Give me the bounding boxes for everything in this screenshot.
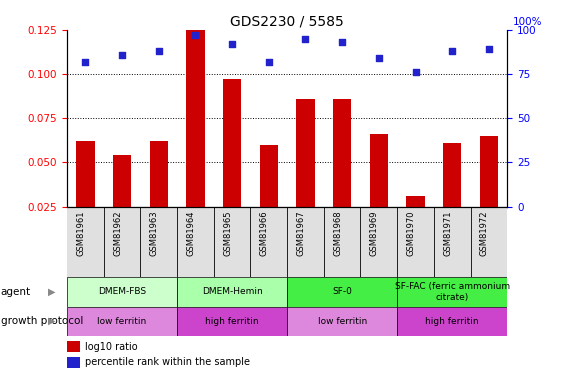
Bar [67,306,177,336]
Text: GSM81971: GSM81971 [443,210,452,255]
Bar [370,134,388,207]
Point [301,36,310,42]
Text: GSM81963: GSM81963 [150,210,159,256]
Text: log10 ratio: log10 ratio [85,342,137,351]
Bar [480,136,498,207]
Text: SF-0: SF-0 [332,287,352,296]
Text: DMEM-FBS: DMEM-FBS [98,287,146,296]
Text: agent: agent [1,287,31,297]
Text: ▶: ▶ [48,287,55,297]
Bar [259,145,278,207]
Text: low ferritin: low ferritin [97,317,147,326]
Text: GSM81966: GSM81966 [260,210,269,256]
Bar [113,155,131,207]
Bar [177,306,287,336]
Point [374,55,384,61]
Text: ▶: ▶ [48,316,55,326]
Point [484,46,494,53]
Text: GSM81967: GSM81967 [297,210,305,256]
Text: SF-FAC (ferric ammonium
citrate): SF-FAC (ferric ammonium citrate) [395,282,510,302]
Text: GSM81965: GSM81965 [223,210,232,255]
Bar [76,141,94,207]
Text: GSM81968: GSM81968 [333,210,342,256]
Point [117,52,127,58]
Text: percentile rank within the sample: percentile rank within the sample [85,357,250,368]
Text: low ferritin: low ferritin [318,317,367,326]
Text: growth protocol: growth protocol [1,316,83,326]
Text: GSM81962: GSM81962 [113,210,122,255]
Point [154,48,163,54]
Point [411,69,420,75]
Bar [406,196,424,207]
Text: high ferritin: high ferritin [426,317,479,326]
Point [338,39,347,45]
Bar [397,306,507,336]
Bar [287,277,397,306]
Point [264,59,273,65]
Bar [150,141,168,207]
Title: GDS2230 / 5585: GDS2230 / 5585 [230,15,344,29]
Text: GSM81972: GSM81972 [480,210,489,255]
Bar [67,357,80,368]
Bar [296,99,315,207]
Bar [177,277,287,306]
Bar [223,80,241,207]
Bar [67,341,80,352]
Bar [67,277,177,306]
Point [191,32,200,38]
Point [227,41,237,47]
Text: GSM81970: GSM81970 [406,210,416,255]
Text: GSM81964: GSM81964 [187,210,195,255]
Bar [443,143,461,207]
Text: DMEM-Hemin: DMEM-Hemin [202,287,262,296]
Bar [333,99,352,207]
Text: high ferritin: high ferritin [205,317,259,326]
Bar [186,30,205,207]
Text: GSM81961: GSM81961 [76,210,85,255]
Bar [287,306,397,336]
Text: GSM81969: GSM81969 [370,210,379,255]
Point [448,48,457,54]
Text: 100%: 100% [513,17,542,27]
Point [80,59,90,65]
Bar [397,277,507,306]
